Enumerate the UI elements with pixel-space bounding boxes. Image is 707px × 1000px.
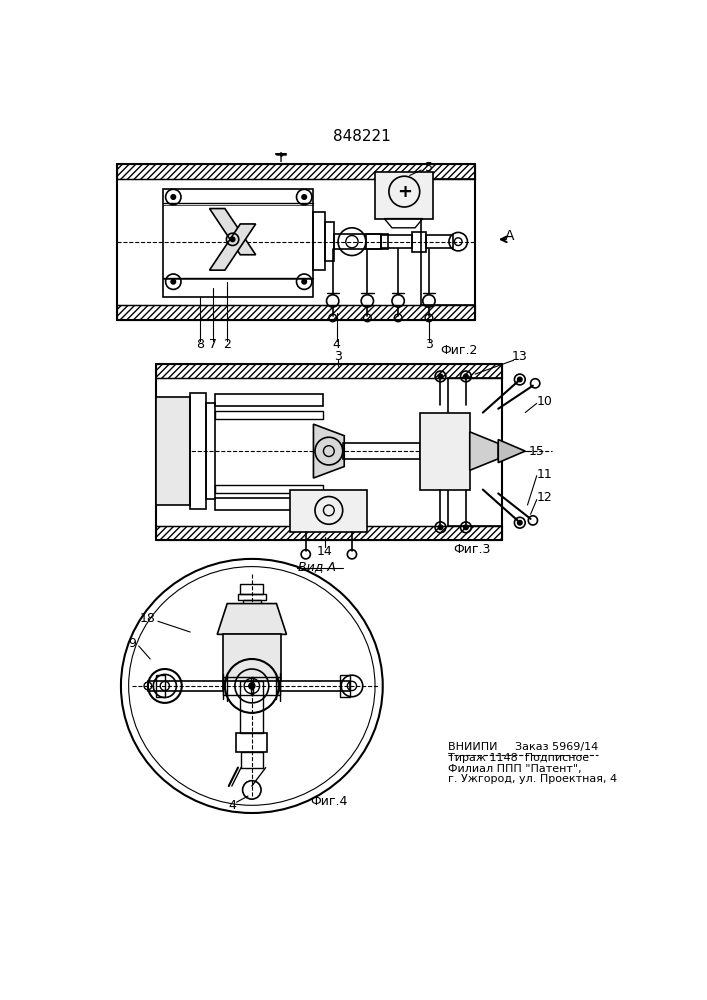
Bar xyxy=(148,681,223,691)
Bar xyxy=(215,485,322,493)
Bar xyxy=(243,600,261,604)
Bar xyxy=(340,675,350,697)
Circle shape xyxy=(518,520,522,525)
Text: Филиал ППП "Патент",: Филиал ППП "Патент", xyxy=(448,764,582,774)
Text: 9: 9 xyxy=(129,637,136,650)
Text: Фиг.3: Фиг.3 xyxy=(454,543,491,556)
Bar xyxy=(156,675,165,697)
Bar xyxy=(334,234,388,249)
Text: 848221: 848221 xyxy=(333,129,391,144)
Bar xyxy=(163,189,313,297)
Circle shape xyxy=(464,374,468,379)
Bar xyxy=(343,443,420,459)
Polygon shape xyxy=(469,432,498,470)
Bar xyxy=(190,393,206,509)
Polygon shape xyxy=(209,209,256,255)
Polygon shape xyxy=(498,440,525,463)
Polygon shape xyxy=(209,224,256,270)
Text: I: I xyxy=(279,151,283,165)
Text: г. Ужгород, ул. Проектная, 4: г. Ужгород, ул. Проектная, 4 xyxy=(448,774,617,784)
Text: 4: 4 xyxy=(332,338,341,351)
Text: 11: 11 xyxy=(537,468,552,481)
Text: 18: 18 xyxy=(140,612,156,625)
Circle shape xyxy=(171,195,175,199)
Text: 14: 14 xyxy=(317,545,333,558)
Text: 3: 3 xyxy=(425,338,433,351)
Bar xyxy=(206,403,215,499)
Bar xyxy=(117,164,475,179)
Bar xyxy=(412,232,426,252)
Circle shape xyxy=(302,279,307,284)
Bar xyxy=(223,634,281,681)
Bar xyxy=(215,394,322,406)
Text: Фиг.4: Фиг.4 xyxy=(310,795,348,808)
Text: Тираж 1148  Подписное: Тираж 1148 Подписное xyxy=(448,753,590,763)
Text: 2: 2 xyxy=(223,338,231,351)
Bar xyxy=(223,677,252,695)
Bar xyxy=(156,364,502,378)
Bar xyxy=(313,212,325,270)
Text: Фиг.2: Фиг.2 xyxy=(440,344,478,358)
Circle shape xyxy=(230,237,235,242)
Text: 3: 3 xyxy=(334,350,342,363)
Polygon shape xyxy=(156,397,190,505)
Bar xyxy=(215,498,322,510)
Text: 15: 15 xyxy=(529,445,544,458)
Bar xyxy=(381,235,412,248)
Bar xyxy=(366,234,381,249)
Circle shape xyxy=(438,525,443,530)
Text: 7: 7 xyxy=(209,338,217,351)
Bar xyxy=(156,526,502,540)
Bar xyxy=(426,235,452,248)
Text: 5: 5 xyxy=(425,161,433,174)
Bar xyxy=(240,681,264,733)
Text: 8: 8 xyxy=(197,338,204,351)
Text: А: А xyxy=(505,229,515,242)
Text: 4: 4 xyxy=(228,799,237,812)
Text: ВНИИПИ     Заказ 5969/14: ВНИИПИ Заказ 5969/14 xyxy=(448,742,598,752)
Bar xyxy=(240,584,264,594)
Text: 12: 12 xyxy=(537,491,552,504)
Bar xyxy=(236,733,267,752)
Bar xyxy=(325,222,334,261)
Circle shape xyxy=(518,377,522,382)
Polygon shape xyxy=(313,424,344,478)
Text: 13: 13 xyxy=(512,350,527,363)
Bar xyxy=(420,413,469,490)
Bar xyxy=(251,677,281,695)
Circle shape xyxy=(302,195,307,199)
Bar xyxy=(238,594,266,600)
Circle shape xyxy=(464,525,468,530)
Circle shape xyxy=(249,683,255,689)
Circle shape xyxy=(438,374,443,379)
Text: 10: 10 xyxy=(537,395,552,408)
Text: Вид А: Вид А xyxy=(298,560,337,573)
Bar xyxy=(375,172,433,219)
Bar xyxy=(291,490,368,532)
Bar xyxy=(117,305,475,320)
Circle shape xyxy=(171,279,175,284)
Bar xyxy=(241,752,262,768)
Bar xyxy=(215,411,322,419)
Text: +: + xyxy=(397,183,411,201)
Bar xyxy=(281,681,350,691)
Polygon shape xyxy=(217,604,286,634)
